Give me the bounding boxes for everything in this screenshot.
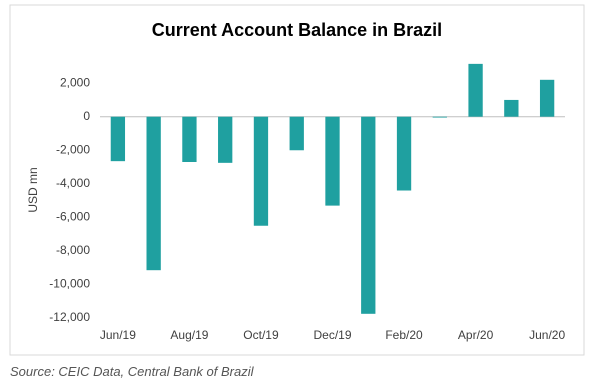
x-tick-label: Jun/20 [529, 328, 565, 342]
x-tick-label: Oct/19 [243, 328, 279, 342]
bar [468, 63, 483, 117]
y-tick-label: -4,000 [56, 176, 90, 190]
y-tick-label: -12,000 [49, 310, 90, 324]
y-tick-label: -6,000 [56, 210, 90, 224]
y-tick-label: -2,000 [56, 142, 90, 156]
y-axis-label: USD mn [26, 167, 40, 212]
bar [396, 116, 412, 191]
source-note: Source: CEIC Data, Central Bank of Brazi… [10, 364, 254, 379]
bar [218, 116, 233, 163]
y-tick-label: 0 [83, 109, 90, 123]
bar [182, 116, 197, 162]
bar [361, 116, 376, 314]
bar [289, 116, 304, 151]
bar [146, 116, 161, 271]
x-tick-label: Aug/19 [170, 328, 208, 342]
bar [539, 79, 555, 117]
x-tick-label: Apr/20 [458, 328, 494, 342]
chart: Current Account Balance in Brazil USD mn… [9, 4, 585, 356]
y-tick-label: -10,000 [49, 277, 90, 291]
y-tick-label: -8,000 [56, 243, 90, 257]
chart-title: Current Account Balance in Brazil [152, 20, 442, 40]
x-tick-label: Feb/20 [385, 328, 423, 342]
y-tick-label: 2,000 [60, 75, 90, 89]
bar [432, 116, 447, 118]
chart-border [9, 4, 585, 356]
bar [325, 116, 340, 206]
bar [110, 116, 126, 162]
bar [253, 116, 269, 226]
x-tick-label: Dec/19 [313, 328, 351, 342]
bar [504, 99, 519, 117]
x-tick-label: Jun/19 [100, 328, 136, 342]
